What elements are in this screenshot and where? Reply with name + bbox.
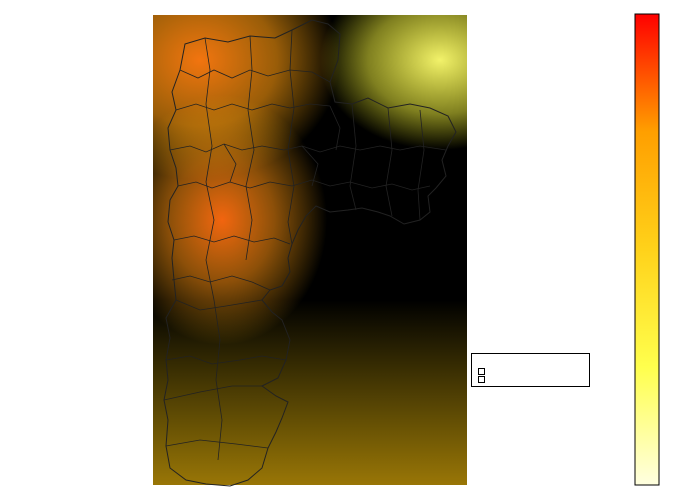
legend-item-origin [478,368,489,375]
colorbar-ramp [634,13,660,486]
surface-vila-andrade-hotspot [153,95,327,345]
district-boundaries [163,29,447,461]
surface-east-highlight [320,15,467,150]
origin-swatch-icon [478,368,485,375]
destination-swatch-icon [478,376,485,383]
legend-item-destination [478,376,489,383]
legend [471,353,590,387]
colorbar [634,13,660,486]
gwr-surface [153,15,467,485]
